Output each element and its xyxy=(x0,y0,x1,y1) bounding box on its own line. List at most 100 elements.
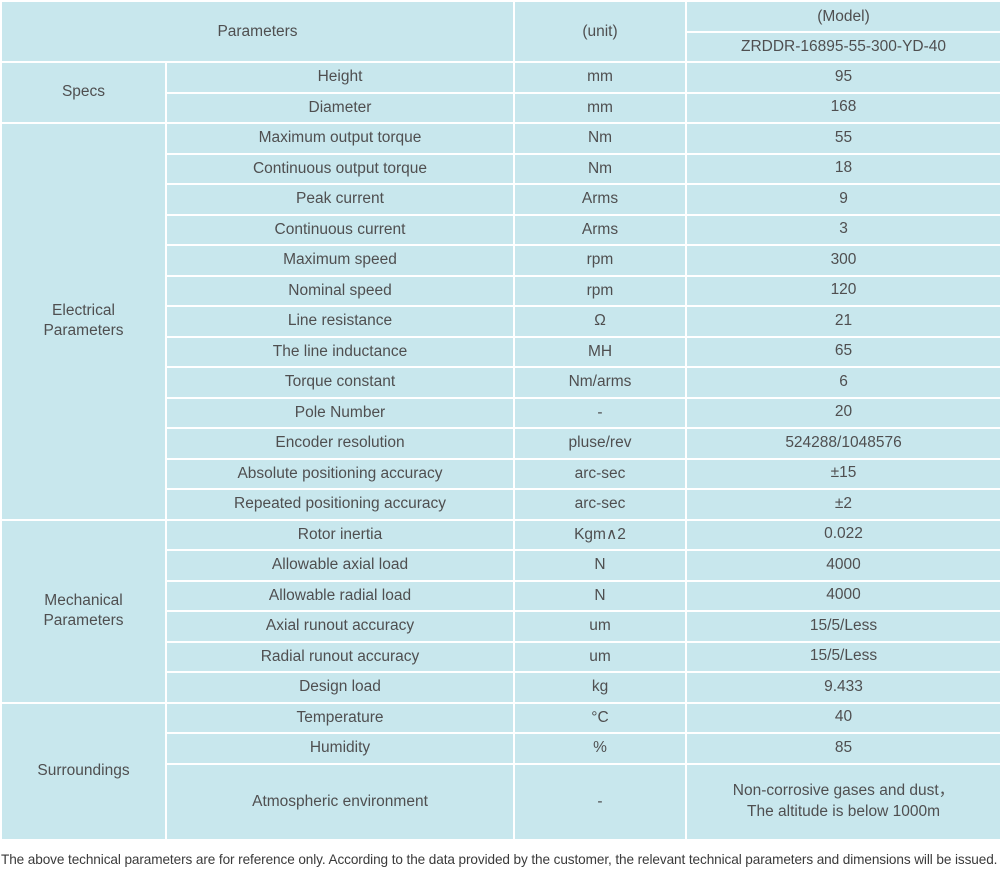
parameter-name-cell: Rotor inertia xyxy=(165,518,515,551)
value-cell: 85 xyxy=(685,732,1000,765)
value-cell: 524288/1048576 xyxy=(685,427,1000,460)
table-row: Absolute positioning accuracy arc-sec ±15 xyxy=(1,457,1000,490)
table-row: Electrical Parameters Maximum output torq… xyxy=(0,122,1000,521)
table-row: Pole Number -20 xyxy=(1,396,1000,429)
parameter-name-cell: Axial runout accuracy xyxy=(165,610,515,643)
value-cell: 55 xyxy=(685,122,1000,155)
table-row: Torque constant Nm/arms 6 xyxy=(1,366,1000,399)
value-cell: 95 xyxy=(685,61,1000,94)
parameter-name-cell: Humidity xyxy=(165,732,515,765)
value-cell: 6 xyxy=(685,366,1000,399)
parameter-name-cell: Temperature xyxy=(165,701,515,734)
value-cell: 120 xyxy=(685,274,1000,307)
unit-cell: - xyxy=(513,396,687,429)
unit-cell: Arms xyxy=(513,183,687,216)
value-cell: 15/5/Less xyxy=(685,610,1000,643)
table-row: Line resistance Ω 21 xyxy=(1,305,1000,338)
value-cell: ±15 xyxy=(685,457,1000,490)
value-cell: 0.022 xyxy=(685,518,1000,551)
value-cell: 18 xyxy=(685,152,1000,185)
table-row: Specs Height mm 95 xyxy=(0,61,1000,124)
parameter-name-cell: Continuous output torque xyxy=(165,152,515,185)
value-cell: 3 xyxy=(685,213,1000,246)
unit-cell: kg xyxy=(513,671,687,704)
value-cell: 65 xyxy=(685,335,1000,368)
table-row: Design load kg 9.433 xyxy=(1,671,1000,704)
table-row: Maximum speed rpm 300 xyxy=(1,244,1000,277)
table-row: The line inductance MH 65 xyxy=(1,335,1000,368)
parameter-name-cell: Repeated positioning accuracy xyxy=(165,488,515,521)
disclaimer-note: The above technical parameters are for r… xyxy=(1,851,998,867)
table-row: Continuous output torque Nm 18 xyxy=(1,152,1000,185)
parameter-name-cell: Design load xyxy=(165,671,515,704)
table-row: Atmospheric environment - Non-corrosive ga… xyxy=(1,762,1000,841)
value-cell: 300 xyxy=(685,244,1000,277)
table-row: Diameter mm 168 xyxy=(1,91,1000,124)
parameter-name-cell: Diameter xyxy=(165,91,515,124)
value-cell: 4000 xyxy=(685,549,1000,582)
value-cell: ±2 xyxy=(685,488,1000,521)
table-row: Mechanical Parameters Rotor inertia Kgm∧2 0… xyxy=(0,518,1000,704)
value-cell: 4000 xyxy=(685,579,1000,612)
header-row: Parameters (unit) (Model) xyxy=(0,0,1000,63)
unit-cell: mm xyxy=(513,91,687,124)
model-row: ZRDDR-16895-55-300-YD-40 xyxy=(1,31,1000,63)
unit-cell: pluse/rev xyxy=(513,427,687,460)
unit-cell: Ω xyxy=(513,305,687,338)
unit-cell: mm xyxy=(513,61,687,94)
parameter-name-cell: Maximum output torque xyxy=(165,122,515,155)
model-header: (Model) xyxy=(685,0,1000,33)
parameter-name-cell: Allowable radial load xyxy=(165,579,515,612)
spec-table: Parameters (unit) (Model) ZRDDR-16895-55… xyxy=(0,0,1000,841)
unit-cell: % xyxy=(513,732,687,765)
value-cell: 9 xyxy=(685,183,1000,216)
unit-cell: °C xyxy=(513,701,687,734)
section-label: Mechanical Parameters xyxy=(0,518,167,704)
unit-cell: Nm xyxy=(513,152,687,185)
value-cell: 168 xyxy=(685,91,1000,124)
parameter-name-cell: Pole Number xyxy=(165,396,515,429)
unit-cell: - xyxy=(513,762,687,841)
unit-cell: Arms xyxy=(513,213,687,246)
unit-cell: arc-sec xyxy=(513,457,687,490)
table-row: Humidity% 85 xyxy=(1,732,1000,765)
unit-cell: um xyxy=(513,640,687,673)
unit-cell: arc-sec xyxy=(513,488,687,521)
model-number: ZRDDR-16895-55-300-YD-40 xyxy=(685,31,1000,63)
section-label: Surroundings xyxy=(0,701,167,841)
table-row: Peak current Arms 9 xyxy=(1,183,1000,216)
parameter-name-cell: Torque constant xyxy=(165,366,515,399)
parameter-name-cell: The line inductance xyxy=(165,335,515,368)
value-cell: 21 xyxy=(685,305,1000,338)
table-row: Repeated positioning accuracy arc-sec ±2 xyxy=(1,488,1000,521)
unit-header: (unit) xyxy=(513,0,687,63)
unit-cell: N xyxy=(513,579,687,612)
unit-cell: rpm xyxy=(513,244,687,277)
unit-cell: MH xyxy=(513,335,687,368)
unit-cell: N xyxy=(513,549,687,582)
parameter-name-cell: Peak current xyxy=(165,183,515,216)
parameter-name-cell: Height xyxy=(165,61,515,94)
unit-cell: Kgm∧2 xyxy=(513,518,687,551)
value-cell: 20 xyxy=(685,396,1000,429)
unit-cell: Nm xyxy=(513,122,687,155)
table-row: Encoder resolution pluse/rev 524288/104857… xyxy=(1,427,1000,460)
unit-cell: um xyxy=(513,610,687,643)
parameter-name-cell: Radial runout accuracy xyxy=(165,640,515,673)
parameters-header: Parameters xyxy=(0,0,515,63)
unit-cell: rpm xyxy=(513,274,687,307)
value-cell: Non-corrosive gases and dust， The altitu… xyxy=(685,762,1000,841)
section-label: Electrical Parameters xyxy=(0,122,167,521)
parameter-name-cell: Continuous current xyxy=(165,213,515,246)
parameter-name-cell: Allowable axial load xyxy=(165,549,515,582)
table-row: Surroundings Temperature °C 40 xyxy=(0,701,1000,841)
parameter-name-cell: Line resistance xyxy=(165,305,515,338)
table-row: Continuous current Arms 3 xyxy=(1,213,1000,246)
unit-cell: Nm/arms xyxy=(513,366,687,399)
value-cell: 9.433 xyxy=(685,671,1000,704)
table-row: Axial runout accuracy um 15/5/Less xyxy=(1,610,1000,643)
value-cell: 15/5/Less xyxy=(685,640,1000,673)
parameter-name-cell: Encoder resolution xyxy=(165,427,515,460)
table-row: Allowable axial load N 4000 xyxy=(1,549,1000,582)
